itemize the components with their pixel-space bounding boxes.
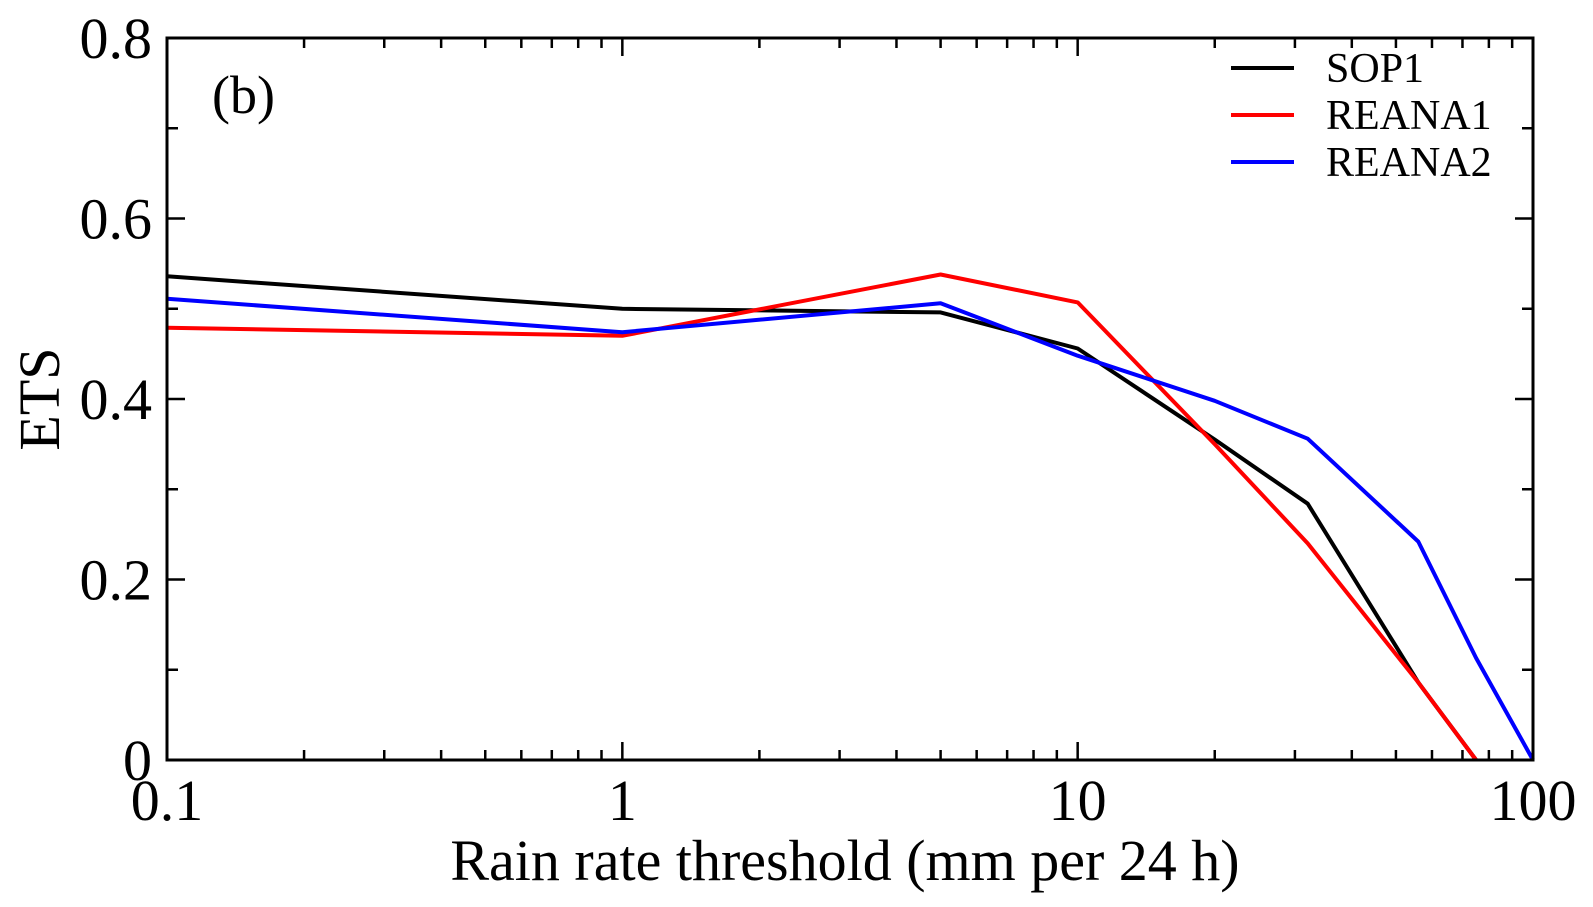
tick-labels: 0.1 1 10 100 0 0.2 0.4 0.6 0.8 <box>80 6 1577 833</box>
x-axis-title: Rain rate threshold (mm per 24 h) <box>450 828 1239 893</box>
plot-frame <box>165 36 1535 762</box>
y-tick-label: 0.6 <box>80 187 153 252</box>
legend-label-reana1: REANA1 <box>1326 93 1492 139</box>
panel-label: (b) <box>212 65 275 125</box>
series-line-reana1 <box>166 272 1478 762</box>
y-tick-label: 0.4 <box>80 367 153 432</box>
y-tick-label: 0.2 <box>80 548 153 613</box>
x-tick-label: 100 <box>1490 768 1577 833</box>
x-tick-label: 1 <box>608 768 637 833</box>
series-line-reana2 <box>166 296 1535 761</box>
legend-label-reana2: REANA2 <box>1326 140 1492 186</box>
axis-ticks <box>165 36 1535 762</box>
legend-label-sop1: SOP1 <box>1326 46 1424 92</box>
series-lines <box>166 272 1535 762</box>
y-tick-label: 0.8 <box>80 6 153 71</box>
y-axis-title: ETS <box>7 347 72 450</box>
y-tick-label: 0 <box>123 728 152 793</box>
x-tick-label: 0.1 <box>131 768 204 833</box>
series-line-sop1 <box>166 274 1478 762</box>
x-tick-label: 10 <box>1049 768 1107 833</box>
